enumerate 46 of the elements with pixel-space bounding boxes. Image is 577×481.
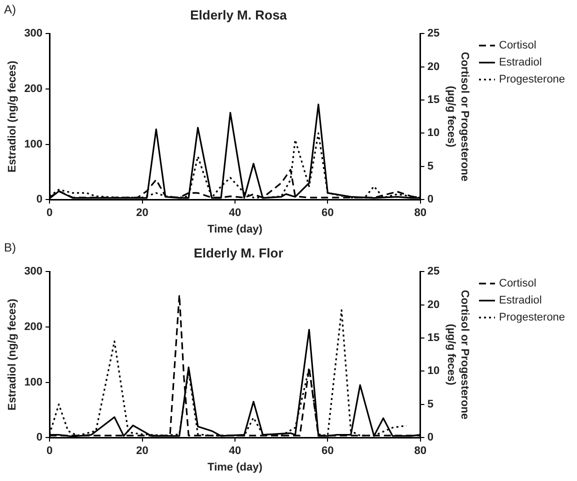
y2-tick-label: 10 <box>427 127 440 140</box>
x-tick-label: 80 <box>414 207 426 220</box>
y2-tick-label: 5 <box>427 398 434 410</box>
text: B) <box>4 240 16 254</box>
x-axis-title: Time (day) <box>208 461 263 474</box>
y2-tick-label: 0 <box>427 194 434 206</box>
legend-label: Progesterone <box>499 312 566 324</box>
y-tick-label: 200 <box>24 82 43 95</box>
x-tick-label: 60 <box>322 445 334 458</box>
y-tick-label: 0 <box>36 432 43 444</box>
y2-tick-label: 20 <box>427 60 440 73</box>
y-axis-title: Estradiol (ng/g feces) <box>6 60 19 173</box>
y-tick-label: 100 <box>24 138 43 150</box>
x-tick-label: 20 <box>136 445 148 458</box>
y2-tick-label: 5 <box>427 160 434 172</box>
x-tick-label: 0 <box>46 207 53 220</box>
x-tick-label: 40 <box>228 207 242 220</box>
y2-tick-label: 20 <box>427 298 440 311</box>
y2-tick-label: 25 <box>427 28 440 40</box>
y2-tick-label: 10 <box>427 365 440 378</box>
y2-tick-label: 15 <box>427 332 440 344</box>
legend-label: Progesterone <box>499 74 566 86</box>
y2-axis-title: Cortisol or Progesterone (µg/g feces) <box>445 290 470 420</box>
y2-tick-label: 25 <box>427 266 440 278</box>
x-tick-label: 20 <box>136 207 148 220</box>
legend-label: Estradiol <box>499 56 542 69</box>
legend-label: Estradiol <box>499 294 542 307</box>
x-tick-label: 40 <box>228 445 242 458</box>
y2-tick-label: 15 <box>427 94 440 106</box>
x-tick-label: 0 <box>46 445 53 458</box>
x-tick-label: 60 <box>322 207 334 220</box>
y-axis-title: Estradiol (ng/g feces) <box>6 298 19 411</box>
y2-tick-label: 0 <box>427 432 434 444</box>
y-tick-label: 300 <box>24 266 43 278</box>
chart-title: Elderly M. Flor <box>194 245 284 260</box>
y-tick-label: 0 <box>36 194 43 206</box>
y-tick-label: 300 <box>24 28 43 40</box>
x-tick-label: 80 <box>414 445 426 458</box>
chart-title: Elderly M. Rosa <box>190 7 288 22</box>
y2-axis-title: Cortisol or Progesterone (µg/g feces) <box>445 52 470 182</box>
y-tick-label: 100 <box>24 376 43 388</box>
x-axis-title: Time (day) <box>208 223 263 236</box>
text: A) <box>4 2 16 16</box>
y-tick-label: 200 <box>24 320 43 333</box>
legend-label: Cortisol <box>499 40 536 52</box>
legend-label: Cortisol <box>499 278 536 290</box>
